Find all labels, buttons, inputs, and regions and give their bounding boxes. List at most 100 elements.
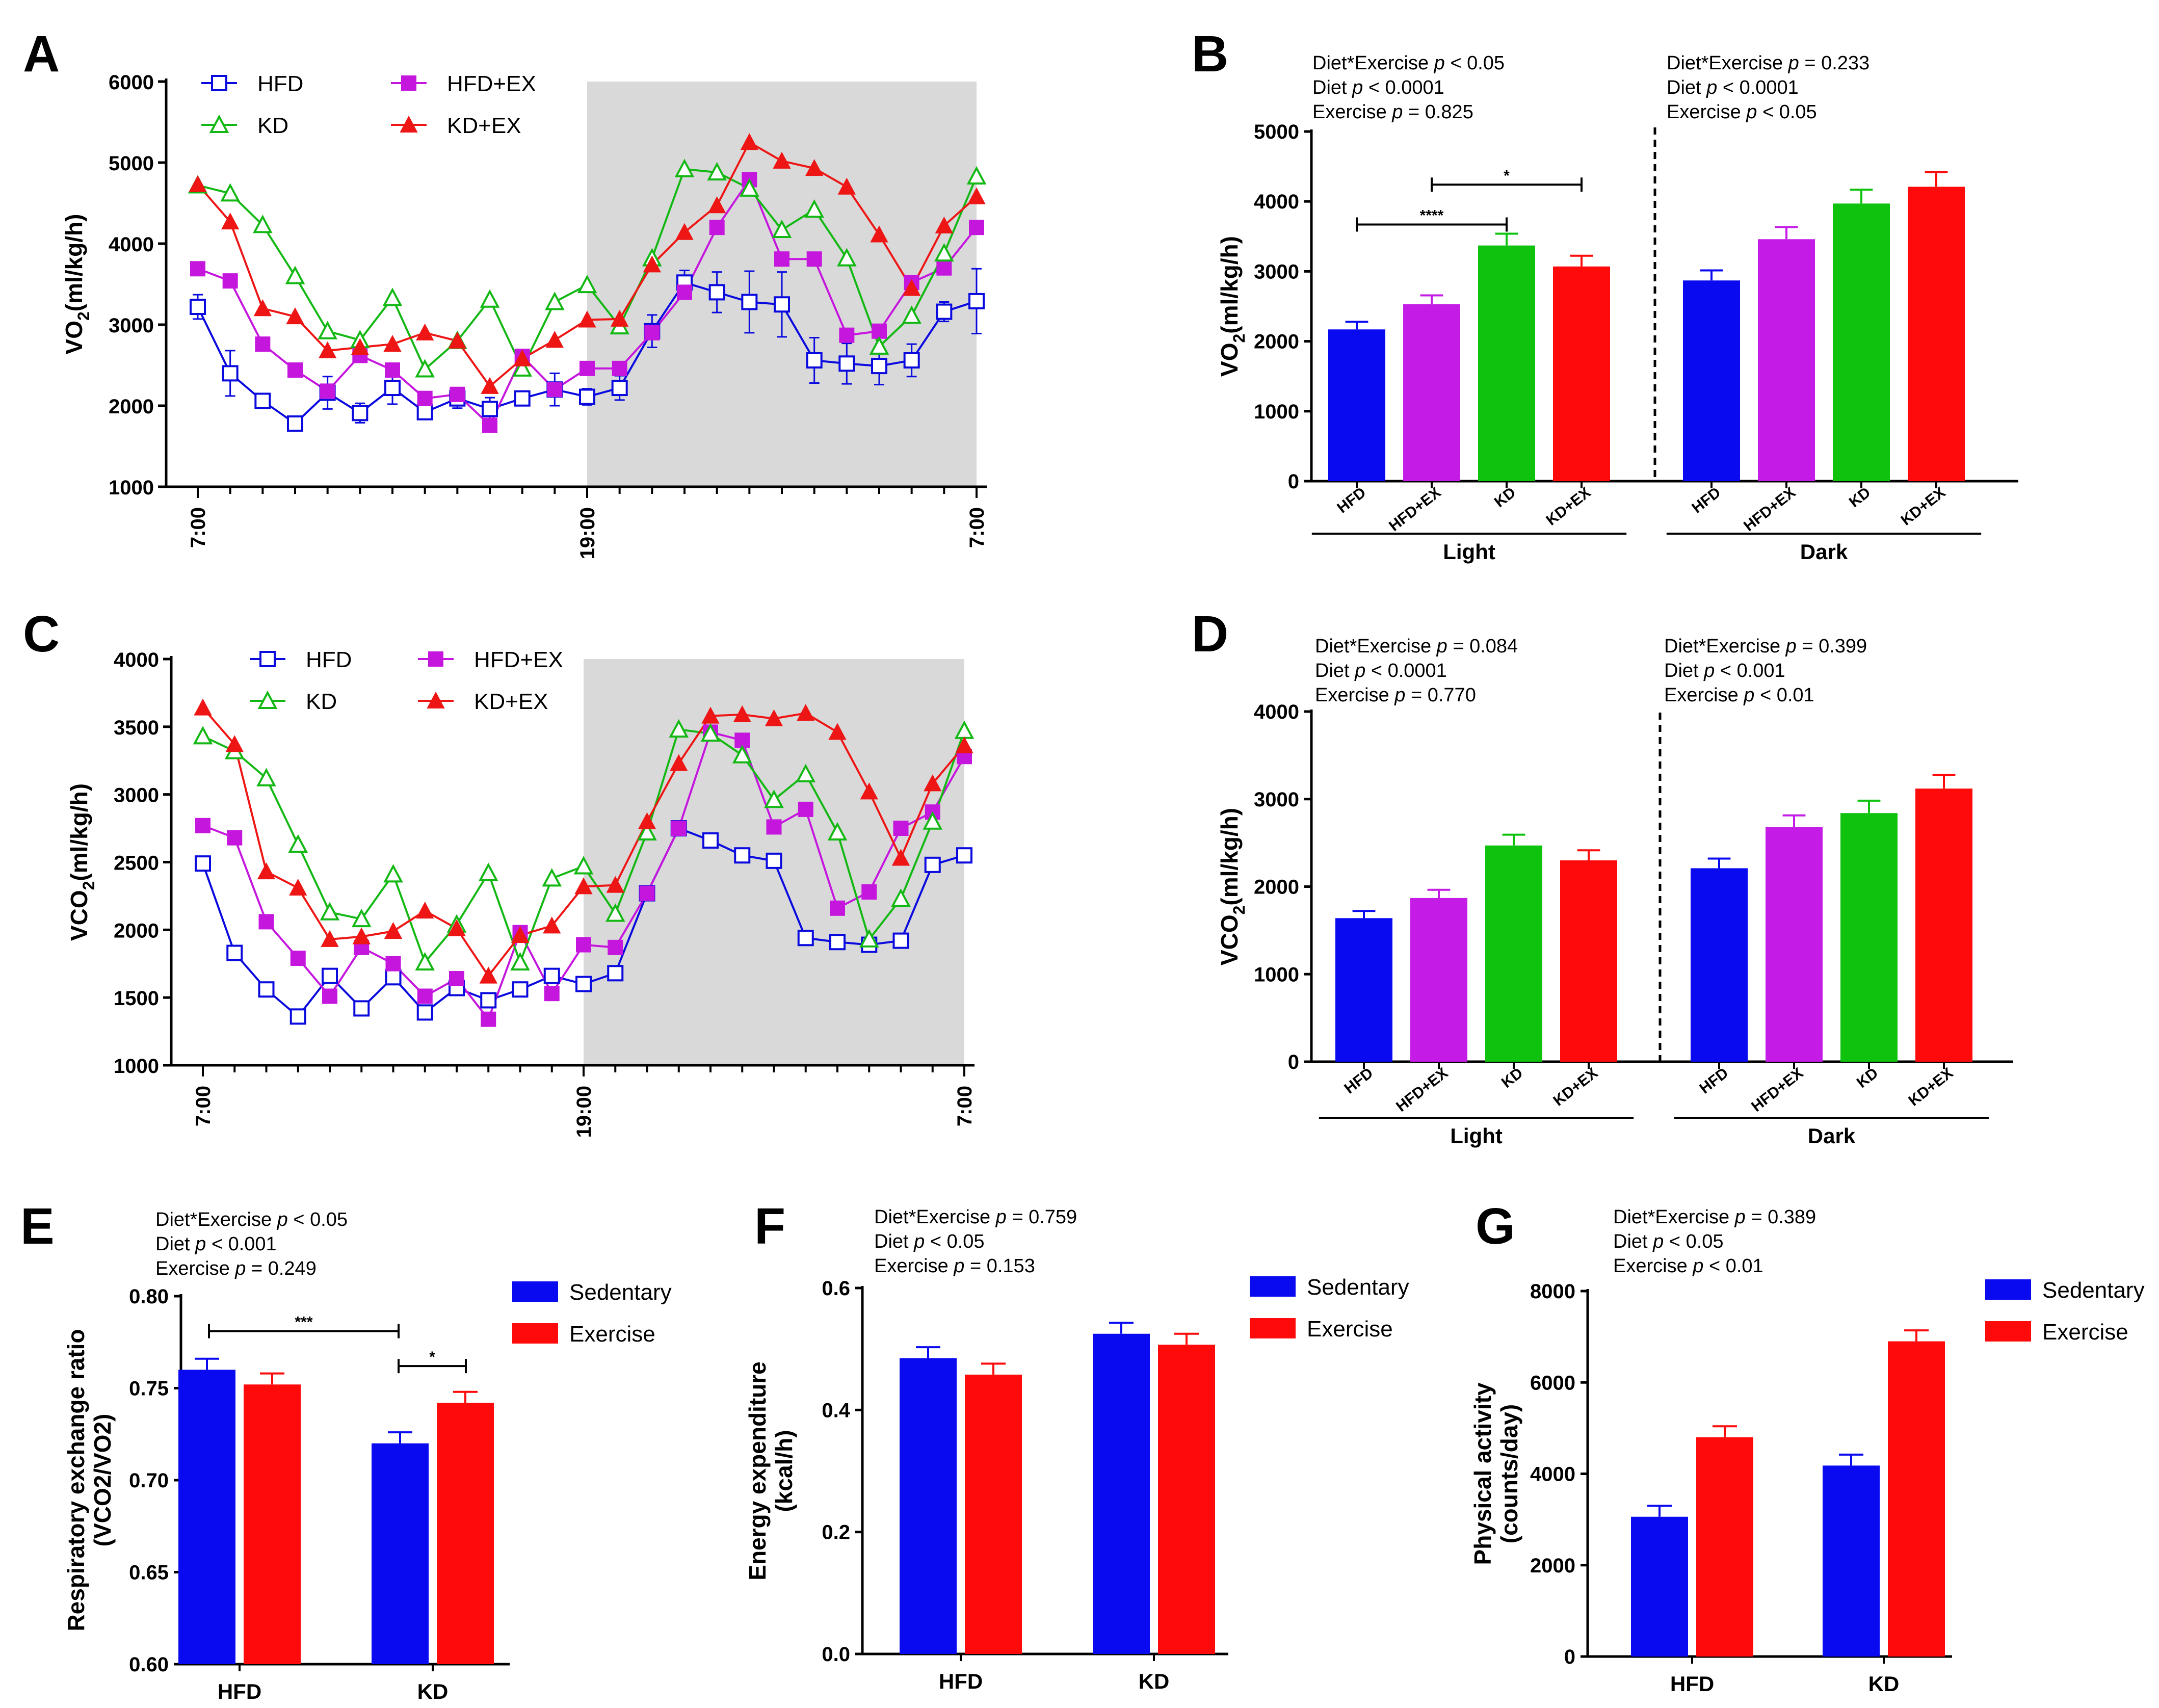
data-point (384, 380, 401, 397)
data-point (701, 706, 720, 724)
data-point (828, 723, 847, 740)
data-point (322, 988, 337, 1004)
y-tick-label: 4000 (1530, 1463, 1575, 1486)
x-tick-label: HFD+EX (1748, 1065, 1806, 1115)
data-point (221, 212, 240, 230)
data-point (859, 929, 879, 948)
data-point (612, 360, 627, 376)
y-axis-title: Respiratory exchange ratio(VCO2/VO2) (63, 1329, 116, 1631)
data-point (924, 774, 942, 792)
data-point (415, 359, 435, 378)
legend-marker (211, 75, 227, 91)
x-tick-label: HFD+EX (1393, 1065, 1451, 1115)
data-point (226, 944, 243, 961)
data-point (902, 279, 921, 296)
data-point (902, 305, 921, 324)
x-tick-label: HFD+EX (1386, 484, 1444, 535)
x-tick-label: HFD (939, 1669, 983, 1693)
stats-text: Exercise p < 0.01 (1613, 1255, 1763, 1277)
data-point (740, 133, 759, 150)
data-point (190, 299, 206, 316)
y-tick-label: 0.0 (822, 1643, 850, 1666)
y-tick-label: 0 (1288, 470, 1299, 493)
data-point (415, 952, 435, 971)
data-point (351, 908, 372, 928)
data-point (258, 914, 274, 930)
y-tick-label: 0.70 (129, 1469, 169, 1492)
data-point (416, 323, 434, 340)
stats-text: Exercise p < 0.01 (1664, 685, 1814, 706)
data-point (903, 352, 920, 369)
data-point (318, 321, 338, 339)
data-point (869, 336, 889, 355)
y-tick-label: 0.60 (129, 1653, 169, 1676)
data-point (577, 274, 597, 294)
legend-label: Sedentary (1307, 1275, 1409, 1300)
data-point (253, 215, 273, 233)
x-tick-label: HFD (218, 1679, 261, 1703)
panel-a: 1000 2000 3000 4000 5000 6000 7:00 19:00 7:00 VO2… (23, 25, 988, 559)
data-point (319, 341, 337, 358)
data-point (740, 178, 759, 197)
stats-text: Diet p < 0.05 (874, 1231, 985, 1252)
legend-label: Exercise (569, 1322, 655, 1347)
group-label: Dark (1808, 1124, 1856, 1148)
data-point (611, 380, 628, 397)
data-point (969, 220, 984, 235)
bar-kd-exercise (1158, 1345, 1215, 1654)
y-tick-label: 6000 (109, 71, 154, 94)
legend-label: HFD (306, 647, 352, 672)
panel-f: 0.0 0.2 0.4 0.6 Energy expenditure(kcal/h) HF… (744, 1198, 1409, 1693)
y-tick-label: 4000 (114, 649, 159, 671)
data-point (289, 1008, 306, 1025)
data-point (669, 719, 689, 738)
panel-d: 0 1000 2000 3000 4000 VCO2(ml/kg/h) HFD HFD+EX K… (1192, 606, 2013, 1148)
data-point (644, 325, 660, 340)
data-point (871, 358, 887, 375)
stats-text: Diet p < 0.0001 (1667, 77, 1799, 98)
data-point (733, 705, 751, 722)
data-point (222, 365, 239, 382)
legend-label: Sedentary (2042, 1278, 2145, 1303)
data-point (829, 934, 846, 951)
legend-swatch (1250, 1276, 1296, 1297)
y-tick-label: 0.6 (822, 1277, 850, 1300)
data-point (579, 388, 595, 405)
legend-label: HFD (257, 71, 303, 96)
panel-c: 1000 1500 2000 2500 3000 3500 4000 7:00 19:00 7:0… (23, 606, 976, 1138)
legend-label: KD+EX (474, 689, 548, 714)
panel-b: 0 1000 2000 3000 4000 5000 VO2(ml/kg/h) HFD HFD+… (1192, 25, 2018, 564)
data-point (893, 821, 909, 836)
stats-text: Exercise p < 0.05 (1667, 101, 1817, 123)
legend-marker (401, 75, 416, 91)
y-tick-label: 2000 (1530, 1555, 1575, 1577)
panel-label: A (23, 25, 60, 83)
y-tick-label: 3500 (114, 717, 159, 739)
data-point (774, 296, 790, 313)
data-point (830, 900, 845, 916)
x-tick-label: HFD (1334, 484, 1369, 517)
y-tick-label: 2000 (1254, 876, 1299, 899)
significance-label: * (1504, 167, 1510, 184)
data-point (512, 981, 529, 998)
data-point (195, 818, 210, 833)
x-tick-label: 7:00 (187, 507, 209, 548)
x-tick-label: KD+EX (1550, 1065, 1601, 1110)
y-axis-title: VCO2(ml/kg/h) (1216, 808, 1248, 965)
y-tick-label: 2000 (109, 396, 154, 418)
y-tick-label: 5000 (1254, 121, 1299, 143)
bar-light-kd-ex (1560, 860, 1617, 1062)
data-point (286, 307, 304, 325)
legend-label: Sedentary (569, 1280, 672, 1305)
data-point (385, 362, 400, 378)
data-point (545, 331, 564, 348)
data-point (320, 902, 340, 921)
legend-marker (209, 114, 229, 133)
stats-text: Diet*Exercise p < 0.05 (155, 1209, 348, 1230)
legend-marker (257, 690, 278, 709)
y-tick-label: 1500 (114, 987, 159, 1010)
data-point (700, 723, 721, 742)
data-point (547, 382, 563, 398)
data-point (225, 735, 244, 752)
group-label: Dark (1800, 540, 1848, 564)
